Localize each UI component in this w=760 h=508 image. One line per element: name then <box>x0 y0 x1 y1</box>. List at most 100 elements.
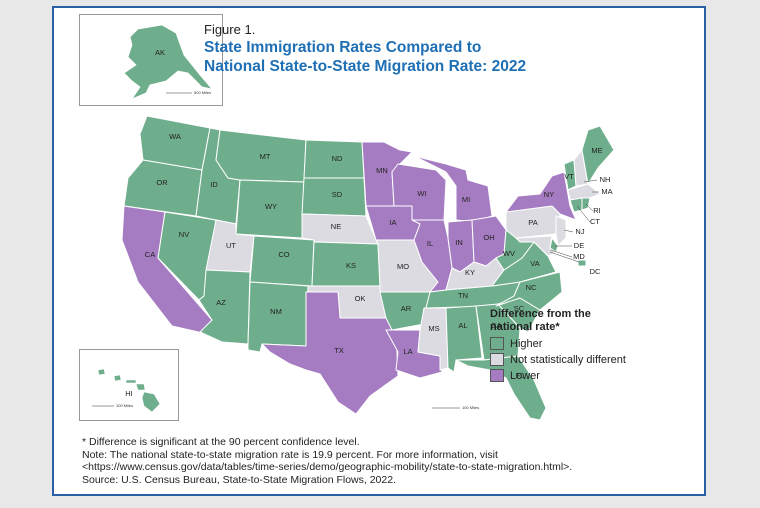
state-AK <box>123 24 214 100</box>
figure-label: Figure 1. <box>204 22 256 37</box>
state-label-MS: MS <box>428 324 439 333</box>
state-label-OR: OR <box>156 178 168 187</box>
state-label-TN: TN <box>458 291 468 300</box>
note-significance: * Difference is significant at the 90 pe… <box>82 436 360 448</box>
state-label-MN: MN <box>376 166 388 175</box>
state-label-NH: NH <box>600 175 611 184</box>
note-url: <https://www.census.gov/data/tables/time… <box>82 461 573 474</box>
state-label-HI: HI <box>125 389 133 398</box>
state-DC <box>577 259 587 267</box>
legend-swatch-higher <box>490 337 504 350</box>
state-GA <box>475 303 521 361</box>
state-label-FL: FL <box>516 371 525 380</box>
legend-item-higher: Higher <box>490 337 660 350</box>
state-label-AR: AR <box>401 304 412 313</box>
state-label-CT: CT <box>590 217 600 226</box>
note-national-rate: Note: The national state-to-state migrat… <box>82 448 498 461</box>
alaska-inset: AK 500 Miles <box>79 14 223 106</box>
legend-item-lower: Lower <box>490 369 660 382</box>
hawaii-scale: 100 Miles <box>116 403 134 408</box>
state-label-MA: MA <box>601 187 612 196</box>
legend-label-lower: Lower <box>510 369 540 382</box>
state-CO <box>249 235 315 287</box>
state-FL <box>455 355 547 421</box>
state-label-PA: PA <box>528 218 537 227</box>
legend-title-line-1: Difference from the <box>490 308 591 320</box>
state-label-NM: NM <box>270 307 282 316</box>
state-label-KY: KY <box>465 268 475 277</box>
title-line-1: State Immigration Rates Compared to <box>204 39 482 56</box>
legend-title: Difference from the national rate* <box>490 308 660 334</box>
legend-title-line-2: national rate* <box>490 321 560 333</box>
state-NY <box>505 171 577 221</box>
legend-label-higher: Higher <box>510 337 543 350</box>
state-HI-maui <box>135 383 146 391</box>
state-label-NC: NC <box>526 283 537 292</box>
state-label-SD: SD <box>332 190 343 199</box>
state-MA <box>567 183 601 201</box>
state-label-ID: ID <box>210 180 218 189</box>
state-MI <box>413 155 493 223</box>
state-label-CA: CA <box>145 250 155 259</box>
state-label-NY: NY <box>544 190 554 199</box>
state-label-DE: DE <box>574 241 584 250</box>
state-label-NE: NE <box>331 222 341 231</box>
legend-item-not-different: Not statistically different <box>490 353 660 366</box>
state-label-TX: TX <box>334 346 344 355</box>
state-label-UT: UT <box>226 241 236 250</box>
state-HI-oahu <box>113 374 122 382</box>
alaska-inset-map: AK <box>123 24 214 100</box>
state-label-NV: NV <box>179 230 189 239</box>
state-label-DC: DC <box>590 267 601 276</box>
state-NJ <box>555 215 567 247</box>
state-MD <box>515 235 557 257</box>
state-label-IL: IL <box>427 239 433 248</box>
state-label-IN: IN <box>455 238 463 247</box>
legend-label-not-different: Not statistically different <box>510 353 626 366</box>
hawaii-inset: HI 100 Miles <box>79 349 179 421</box>
state-label-GA: GA <box>491 321 502 330</box>
state-label-WV: WV <box>503 249 515 258</box>
legend: Difference from the national rate* Highe… <box>490 308 660 382</box>
state-label-LA: LA <box>403 347 412 356</box>
state-HI-molokai <box>125 379 137 384</box>
state-NM <box>247 281 309 353</box>
state-label-MO: MO <box>397 262 409 271</box>
state-label-IA: IA <box>389 218 396 227</box>
alaska-scale: 500 Miles <box>194 90 212 95</box>
state-label-ND: ND <box>332 154 343 163</box>
state-HI-big <box>141 391 161 413</box>
mainland-scale: 100 Miles <box>462 405 480 410</box>
state-label-MT: MT <box>260 152 271 161</box>
state-label-SC: SC <box>514 304 525 313</box>
state-label-MI: MI <box>462 195 470 204</box>
state-HI-kauai <box>97 368 106 376</box>
state-label-OH: OH <box>483 233 494 242</box>
legend-swatch-lower <box>490 369 504 382</box>
state-label-VA: VA <box>530 259 539 268</box>
state-TX <box>261 291 399 415</box>
state-label-WI: WI <box>417 189 426 198</box>
state-label-OK: OK <box>355 294 366 303</box>
state-label-WY: WY <box>265 202 277 211</box>
state-label-WA: WA <box>169 132 181 141</box>
state-label-AL: AL <box>458 321 467 330</box>
state-AZ <box>198 269 251 345</box>
hawaii-inset-map: HI <box>92 368 161 413</box>
state-label-CO: CO <box>278 250 289 259</box>
state-label-RI: RI <box>593 206 601 215</box>
figure-title: State Immigration Rates Compared to Nati… <box>204 38 604 76</box>
state-AR <box>379 291 431 331</box>
note-source: Source: U.S. Census Bureau, State-to-Sta… <box>82 473 396 486</box>
state-label-NJ: NJ <box>575 227 584 236</box>
state-label-AZ: AZ <box>216 298 226 307</box>
state-label-VT: VT <box>564 172 574 181</box>
title-line-2: National State-to-State Migration Rate: … <box>204 58 527 75</box>
state-label-ME: ME <box>591 146 602 155</box>
state-label-AK: AK <box>155 48 165 57</box>
state-label-MD: MD <box>573 252 585 261</box>
state-NC <box>495 271 563 311</box>
notes: * Difference is significant at the 90 pe… <box>82 436 702 486</box>
legend-swatch-not-different <box>490 353 504 366</box>
